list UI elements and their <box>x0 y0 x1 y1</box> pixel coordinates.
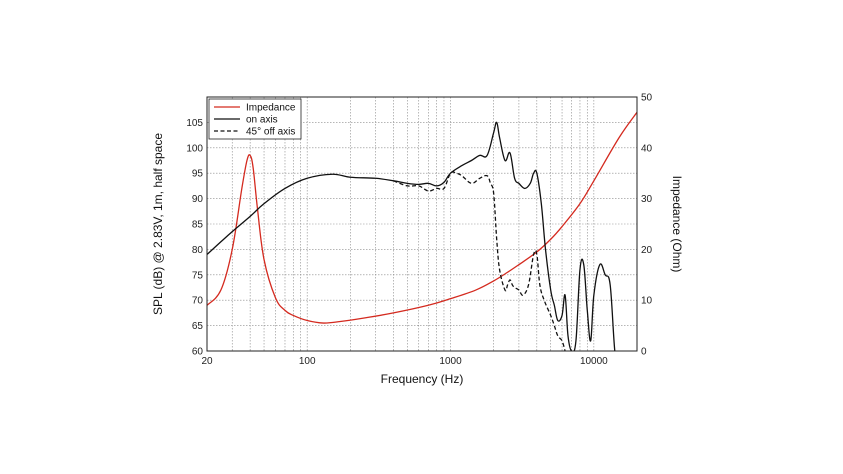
y2-tick-label: 20 <box>641 245 653 256</box>
x-tick-label: 10000 <box>580 356 608 367</box>
y-tick-label: 60 <box>192 347 204 358</box>
series-line-impedance <box>207 111 637 324</box>
y-tick-label: 100 <box>186 143 203 154</box>
x-tick-label: 20 <box>201 356 213 367</box>
x-tick-label: 100 <box>299 356 316 367</box>
y-tick-label: 90 <box>192 194 204 205</box>
y-tick-label: 95 <box>192 169 204 180</box>
tick-labels: 20 100 1000 10000 60 65 70 75 80 85 90 95 100 105 0 10 2… <box>186 93 652 368</box>
y2-axis-label: Impedance (Ohm) <box>670 176 684 273</box>
x-tick-label: 1000 <box>439 356 462 367</box>
series-layer <box>207 111 637 351</box>
y-axis-label: SPL (dB) @ 2.83V, 1m, half space <box>151 133 165 315</box>
y2-tick-label: 40 <box>641 143 653 154</box>
y-tick-label: 70 <box>192 296 204 307</box>
legend-label-impedance: Impedance <box>246 103 296 114</box>
x-axis-label: Frequency (Hz) <box>381 372 464 386</box>
series-line-on-axis <box>207 121 616 351</box>
y2-tick-label: 0 <box>641 347 647 358</box>
y-tick-label: 75 <box>192 270 204 281</box>
y2-tick-label: 10 <box>641 296 653 307</box>
y-tick-label: 105 <box>186 118 203 129</box>
plot-frame <box>206 96 638 352</box>
y2-tick-label: 50 <box>641 93 653 104</box>
legend-label-45-off-axis: 45° off axis <box>246 127 295 138</box>
y-tick-label: 85 <box>192 220 204 231</box>
legend: Impedance on axis 45° off axis <box>208 98 302 140</box>
series-line-45-off-axis <box>393 171 566 351</box>
y-tick-label: 65 <box>192 321 204 332</box>
y2-tick-label: 30 <box>641 194 653 205</box>
grid <box>207 97 637 351</box>
legend-label-on-axis: on axis <box>246 115 278 126</box>
y-tick-label: 80 <box>192 245 204 256</box>
